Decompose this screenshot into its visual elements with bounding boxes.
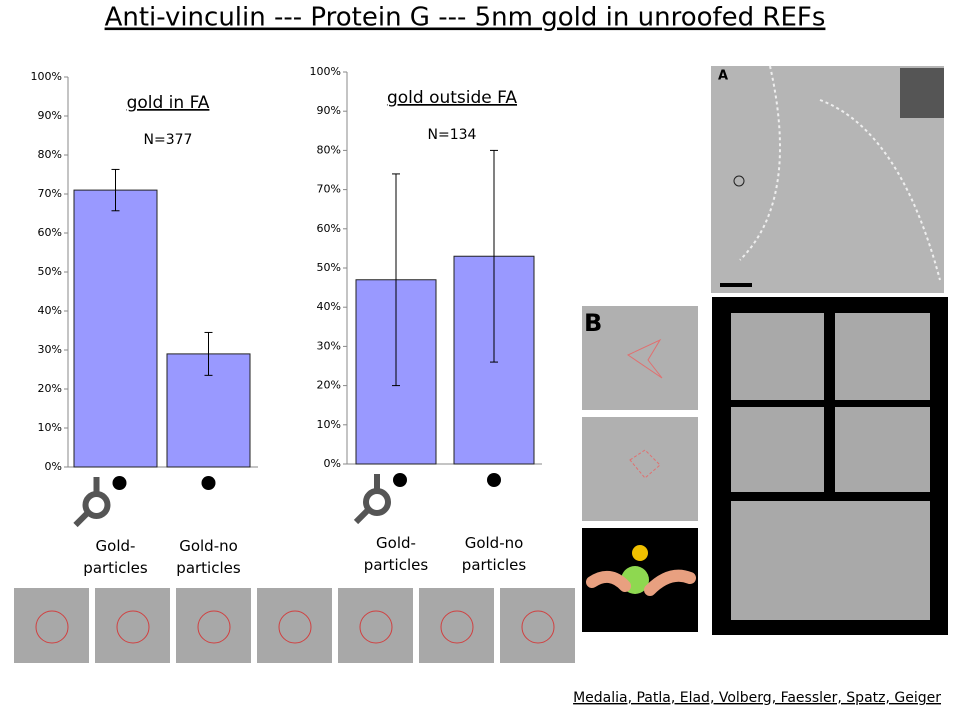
- y-tick-label: 10%: [317, 418, 341, 431]
- y-tick-label: 60%: [38, 226, 62, 239]
- tile: [257, 588, 332, 663]
- y-tick-label: 50%: [38, 265, 62, 278]
- chart-title: gold outside FA: [387, 88, 517, 108]
- y-tick-label: 20%: [317, 379, 341, 392]
- tile-ring: [359, 610, 393, 644]
- x-tick-label: Gold-no particles: [461, 534, 527, 574]
- slide-title: Anti-vinculin --- Protein G --- 5nm gold…: [105, 3, 826, 33]
- tile: [419, 588, 494, 663]
- y-tick-label: 20%: [38, 382, 62, 395]
- tile-ring: [35, 610, 69, 644]
- y-tick-label: 90%: [38, 109, 62, 122]
- tile-ring: [197, 610, 231, 644]
- y-tick-label: 60%: [317, 222, 341, 235]
- y-tick-label: 90%: [317, 104, 341, 117]
- icon-dot: [201, 476, 216, 490]
- tile-ring: [116, 610, 150, 644]
- tile: [14, 588, 89, 663]
- panel-label: B: [584, 309, 602, 337]
- icon-dot: [112, 476, 127, 490]
- annotation: N=377: [144, 132, 193, 148]
- y-tick-label: 0%: [324, 457, 341, 470]
- x-tick-label: Gold-particles: [83, 537, 148, 577]
- icon-ring: [82, 491, 111, 519]
- y-tick-label: 100%: [31, 70, 62, 83]
- x-tick-label: Gold-no particles: [176, 537, 241, 577]
- tile-ring: [440, 610, 474, 644]
- y-tick-label: 30%: [317, 339, 341, 352]
- panel-label: A: [718, 69, 728, 84]
- credits: Medalia, Patla, Elad, Volberg, Faessler,…: [573, 690, 941, 706]
- icon-dot: [487, 473, 501, 487]
- y-tick-label: 80%: [317, 143, 341, 156]
- y-tick-label: 80%: [38, 148, 62, 161]
- y-tick-label: 30%: [38, 343, 62, 356]
- y-tick-label: 50%: [317, 261, 341, 274]
- micrographs: [14, 65, 948, 663]
- annotation: N=134: [428, 127, 477, 143]
- icon-dot: [393, 473, 407, 487]
- y-tick-label: 70%: [38, 187, 62, 200]
- y-tick-label: 100%: [310, 65, 341, 78]
- tile: [176, 588, 251, 663]
- tile-ring: [278, 610, 312, 644]
- y-tick-label: 40%: [317, 300, 341, 313]
- y-tick-label: 40%: [38, 304, 62, 317]
- tile: [500, 588, 575, 663]
- bar: [73, 189, 158, 468]
- tile: [95, 588, 170, 663]
- icon-stem: [353, 507, 371, 525]
- x-tick-label: Gold-particles: [363, 534, 429, 574]
- y-tick-label: 70%: [317, 183, 341, 196]
- tile: [338, 588, 413, 663]
- chart-title: gold in FA: [127, 93, 210, 113]
- icon-stem: [73, 510, 90, 528]
- icon-ring: [363, 488, 391, 516]
- y-tick-label: 10%: [38, 421, 62, 434]
- tile-ring: [521, 610, 555, 644]
- y-tick-label: 0%: [45, 460, 62, 473]
